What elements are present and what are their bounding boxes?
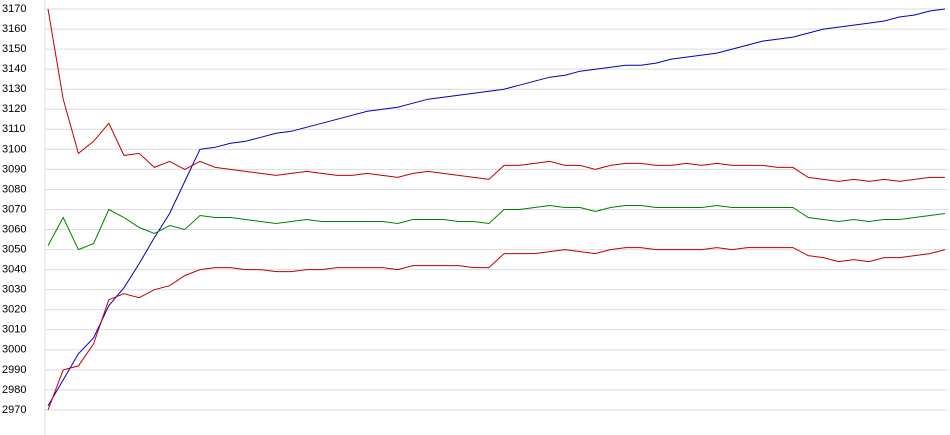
y-tick-label: 3070 — [2, 203, 26, 215]
y-tick-label: 3010 — [2, 324, 26, 336]
line-series — [47, 204, 946, 251]
y-tick-label: 3020 — [2, 304, 26, 316]
y-tick-label: 3080 — [2, 183, 26, 195]
line-series — [47, 8, 945, 182]
y-tick-label: 3150 — [2, 43, 26, 55]
y-tick-label: 2970 — [2, 404, 26, 416]
line-series — [47, 247, 946, 411]
line-series — [47, 8, 946, 407]
y-tick-label: 3090 — [2, 163, 26, 175]
y-tick-label: 2990 — [2, 364, 26, 376]
y-tick-label: 2980 — [2, 384, 26, 396]
y-tick-label: 3160 — [2, 23, 26, 35]
y-tick-label: 3140 — [2, 63, 26, 75]
y-tick-label: 3030 — [2, 284, 26, 296]
y-tick-label: 3060 — [2, 223, 26, 235]
y-tick-label: 3100 — [2, 143, 26, 155]
y-tick-label: 3110 — [2, 123, 26, 135]
y-tick-label: 3120 — [2, 103, 26, 115]
y-tick-label: 3040 — [2, 264, 26, 276]
y-tick-label: 3050 — [2, 243, 26, 255]
y-tick-label: 3000 — [2, 344, 26, 356]
y-tick-label: 3170 — [2, 3, 26, 15]
y-tick-label: 3130 — [2, 83, 26, 95]
